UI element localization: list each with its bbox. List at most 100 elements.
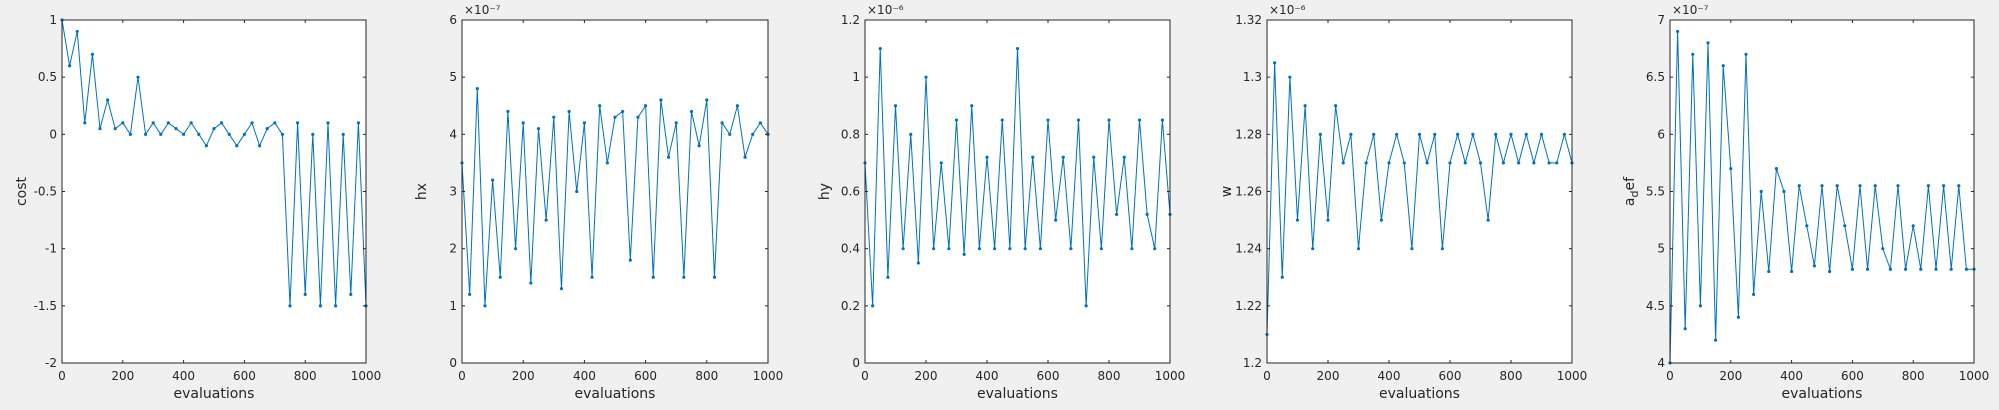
plot-area [462, 20, 768, 363]
data-point [1494, 132, 1498, 136]
data-point [644, 104, 648, 108]
data-point [506, 109, 510, 114]
x-tick-label: 800 [1500, 369, 1523, 383]
data-point [341, 132, 345, 136]
data-point [1341, 161, 1345, 165]
data-point [303, 292, 307, 296]
data-point [265, 127, 269, 131]
y-tick-label: -0.5 [34, 185, 57, 199]
data-point [90, 52, 94, 56]
data-point [1539, 132, 1544, 136]
x-tick-label: 600 [1037, 369, 1060, 383]
data-point [682, 275, 686, 279]
data-point [621, 109, 625, 114]
y-tick-label: 1.24 [1235, 242, 1262, 256]
x-tick-label: 200 [512, 369, 535, 383]
data-point [1015, 46, 1020, 51]
data-point [1038, 247, 1042, 251]
data-point [182, 132, 186, 136]
x-tick-label: 0 [1263, 369, 1271, 383]
data-point [1130, 247, 1134, 251]
data-point [227, 132, 231, 136]
data-point [491, 178, 495, 182]
data-point [575, 189, 579, 194]
y-axis-label: hx [414, 183, 430, 200]
data-point [151, 121, 155, 125]
y-tick-label: 0.5 [38, 70, 57, 84]
y-tick-label: 5.5 [1646, 185, 1665, 199]
x-tick-label: 800 [1098, 369, 1121, 383]
data-point [1456, 132, 1460, 136]
x-tick-label: 200 [111, 369, 134, 383]
y-tick-label: 6 [1657, 127, 1665, 141]
chart-2: 0 200 400 600 800 1000 0 1 2 3 4 5 6 evaluations hx ×10… [414, 3, 783, 402]
data-point [1099, 247, 1103, 251]
data-point [513, 247, 518, 251]
y-tick-label: 1 [449, 299, 457, 313]
data-point [1532, 161, 1536, 165]
data-point [1501, 161, 1505, 165]
data-point [590, 275, 594, 279]
x-tick-label: 800 [1902, 369, 1925, 383]
data-point [970, 104, 974, 108]
x-tick-label: 0 [458, 369, 466, 383]
y-tick-label: 1.2 [841, 13, 860, 27]
x-tick-label: 600 [634, 369, 657, 383]
data-point [1517, 161, 1521, 165]
data-point [349, 292, 353, 296]
data-point [1311, 247, 1315, 251]
data-point [128, 132, 132, 136]
x-tick-label: 0 [58, 369, 66, 383]
x-tick-label: 600 [1439, 369, 1462, 383]
data-point [1084, 304, 1088, 308]
data-point [1137, 118, 1142, 122]
data-point [613, 115, 617, 119]
data-point [1797, 184, 1801, 188]
plot-area [62, 20, 366, 363]
data-point [212, 127, 216, 131]
data-point [689, 109, 694, 114]
data-point [521, 121, 525, 125]
data-point [878, 46, 882, 51]
x-axis-label: evaluations [977, 386, 1058, 402]
chart-4: 0 200 400 600 800 1000 1.2 1.22 1.24 1.26 1.28 1.3 1… [1219, 3, 1587, 402]
data-point [258, 144, 262, 148]
data-point [1524, 132, 1528, 136]
x-tick-label: 0 [1666, 369, 1674, 383]
x-axis-label: evaluations [1782, 386, 1863, 402]
axis-exponent-label: ×10⁻⁶ [867, 3, 904, 17]
data-point [498, 275, 502, 279]
x-tick-label: 400 [172, 369, 195, 383]
data-point [1562, 132, 1566, 136]
data-point [1919, 267, 1923, 271]
y-tick-label: 0.2 [841, 299, 860, 313]
data-point [1812, 264, 1816, 268]
data-point [1790, 269, 1794, 274]
data-point [697, 144, 701, 148]
data-point [1683, 327, 1687, 331]
data-point [728, 132, 732, 136]
data-point [1145, 212, 1149, 216]
data-point [1122, 155, 1126, 159]
x-tick-label: 1000 [753, 369, 784, 383]
y-tick-label: 5 [449, 70, 457, 84]
data-point [1008, 247, 1012, 251]
data-point [1706, 41, 1710, 45]
data-point [1433, 132, 1437, 136]
data-point [1478, 161, 1483, 165]
data-point [189, 121, 193, 125]
x-tick-label: 200 [1317, 369, 1340, 383]
y-tick-label: 1 [852, 70, 860, 84]
y-tick-label: 0 [49, 127, 57, 141]
data-point [1698, 304, 1702, 308]
data-point [705, 98, 709, 102]
data-point [582, 121, 587, 125]
data-point [1911, 224, 1915, 228]
data-point [1417, 132, 1422, 136]
data-point [1387, 161, 1391, 165]
data-point [159, 132, 163, 136]
x-tick-label: 1000 [351, 369, 382, 383]
axis-exponent-label: ×10⁻⁷ [464, 3, 501, 17]
data-point [83, 121, 87, 125]
data-point [924, 75, 928, 79]
